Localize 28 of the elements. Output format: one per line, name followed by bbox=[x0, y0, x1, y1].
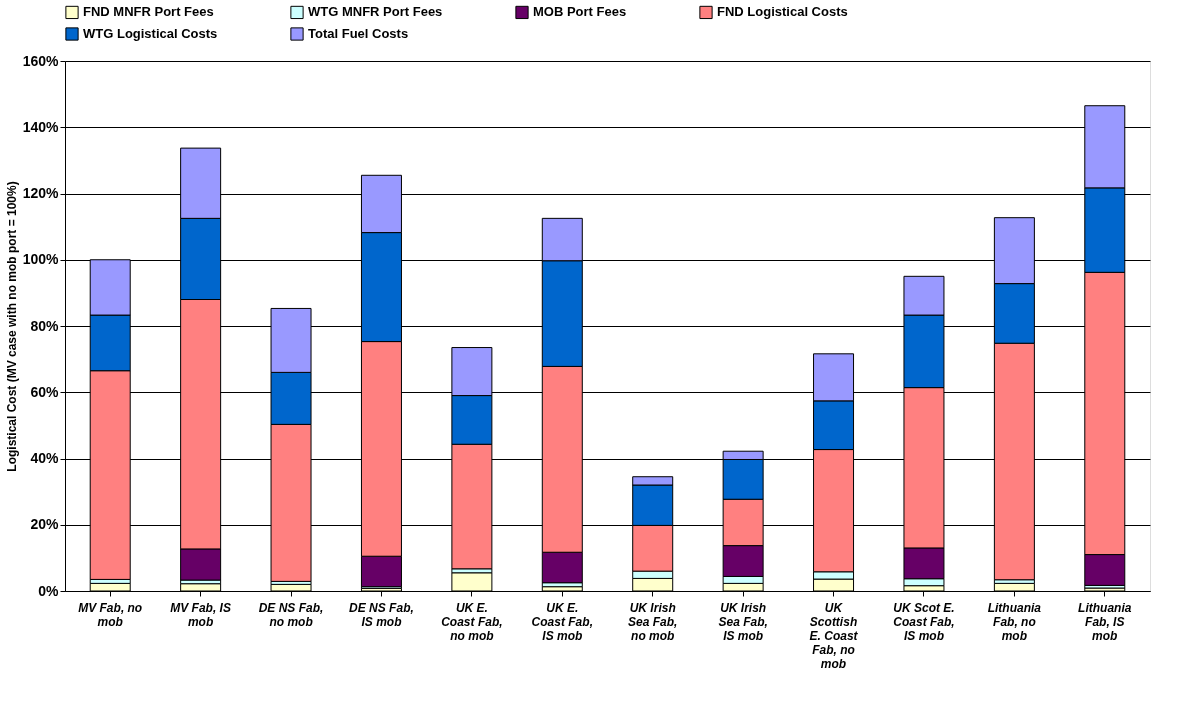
y-tick-label: 60% bbox=[30, 383, 60, 400]
x-tick-label: UK E. Coast Fab, no mob bbox=[441, 600, 503, 643]
x-tick-label: DE NS Fab, no mob bbox=[258, 600, 324, 629]
x-tick-label: UK E. Coast Fab, IS mob bbox=[531, 600, 593, 643]
legend-label: FND Logistical Costs bbox=[717, 4, 848, 20]
x-tick-label: UK Scottish E. Coast Fab, no mob bbox=[809, 600, 859, 671]
x-tick-label: UK Scot E. Coast Fab, IS mob bbox=[893, 600, 955, 643]
y-tick-label: 140% bbox=[22, 118, 60, 135]
legend-label: MOB Port Fees bbox=[533, 4, 627, 20]
legend-label: WTG MNFR Port Fees bbox=[308, 4, 443, 20]
x-tick-label: UK Irish Sea Fab, IS mob bbox=[718, 600, 768, 643]
y-tick-label: 40% bbox=[30, 450, 60, 466]
legend-label: FND MNFR Port Fees bbox=[83, 4, 214, 20]
y-tick-label: 160% bbox=[22, 52, 60, 69]
x-tick-label: MV Fab, IS mob bbox=[170, 600, 231, 629]
x-tick-label: Lithuania Fab, IS mob bbox=[1078, 600, 1132, 643]
y-tick-label: 100% bbox=[22, 251, 60, 268]
y-tick-label: 0% bbox=[38, 582, 60, 599]
legend-label: Total Fuel Costs bbox=[308, 26, 409, 41]
x-tick-label: DE NS Fab, IS mob bbox=[349, 600, 414, 629]
x-tick-label: MV Fab, no mob bbox=[78, 600, 143, 629]
y-axis-title: Logistical Cost (MV case with no mob port = 100%) bbox=[4, 181, 19, 472]
y-tick-label: 120% bbox=[22, 185, 60, 201]
x-tick-label: Lithuania Fab, no mob bbox=[987, 600, 1042, 643]
legend-label: WTG Logistical Costs bbox=[83, 26, 218, 41]
y-tick-label: 20% bbox=[30, 516, 60, 533]
x-tick-label: UK Irish Sea Fab, no mob bbox=[628, 600, 678, 643]
y-tick-label: 80% bbox=[30, 317, 60, 334]
